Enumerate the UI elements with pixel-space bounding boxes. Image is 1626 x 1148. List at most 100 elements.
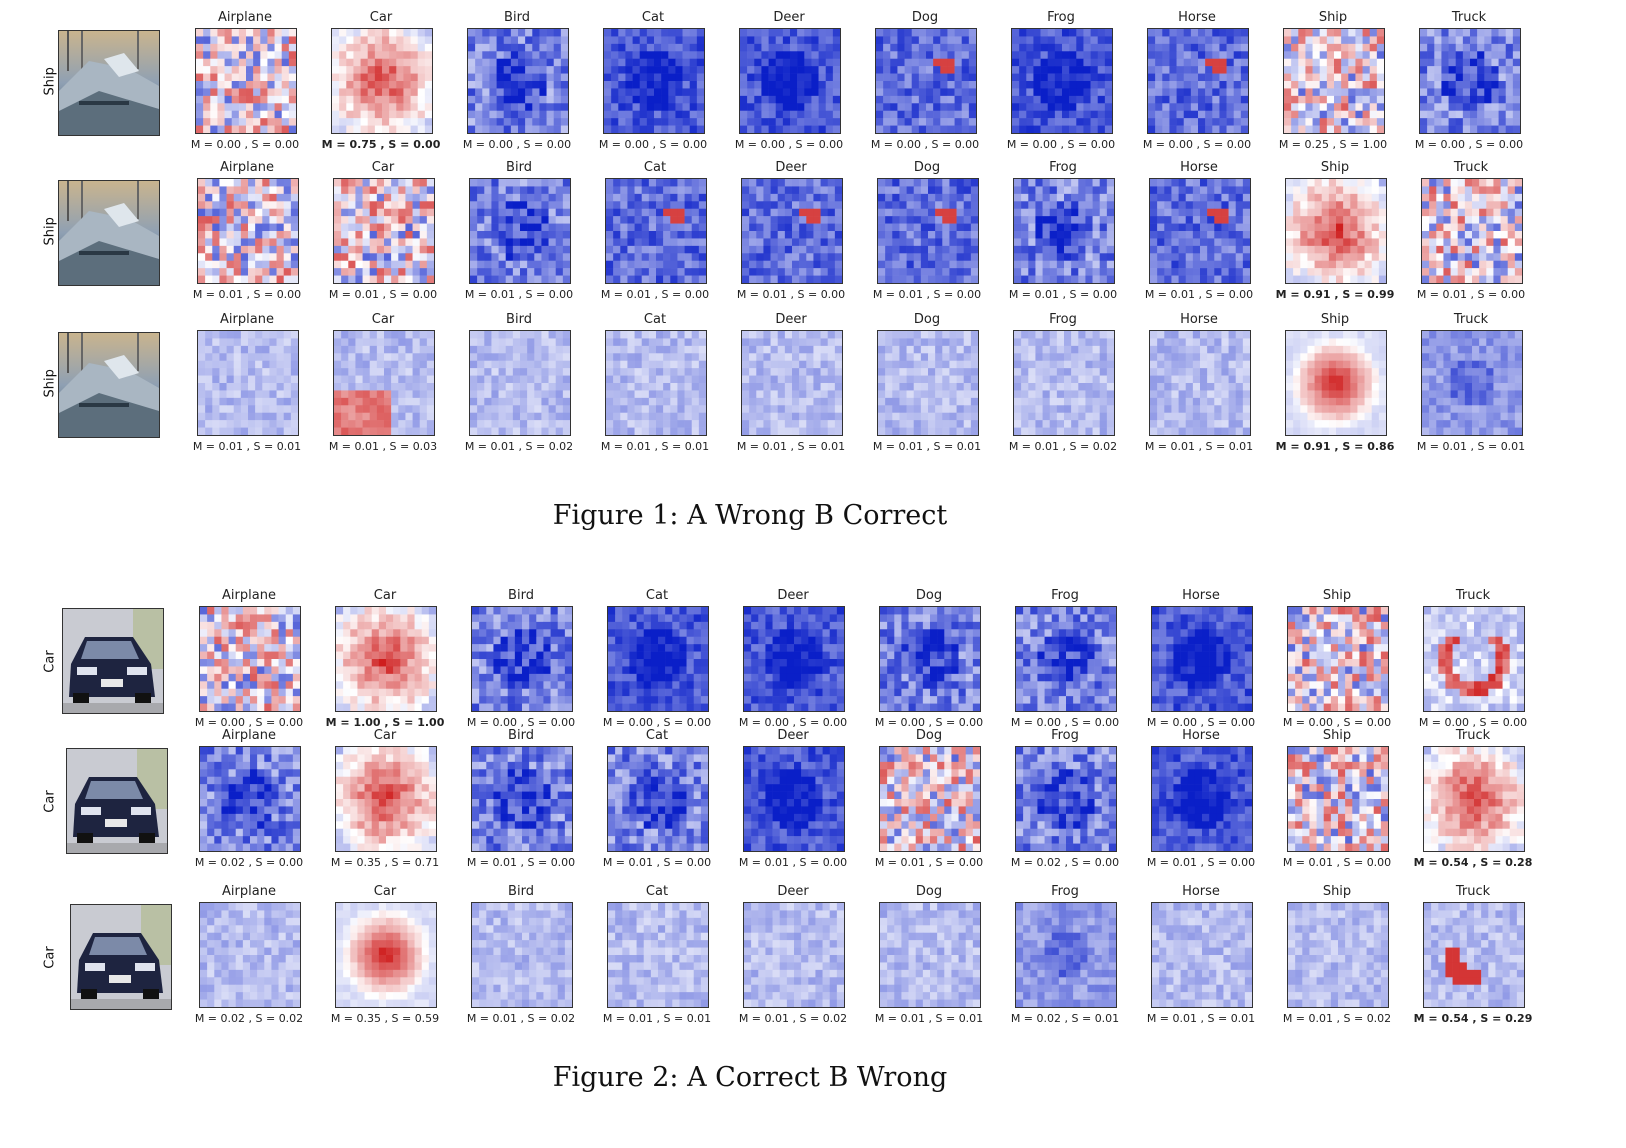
panel-title: Horse — [1182, 728, 1220, 743]
panel-title: Deer — [775, 160, 807, 175]
figure-row: Car Airplane M = 0.00 , S = 0.00 Car M = 1.… — [0, 588, 1626, 738]
heatmap — [1151, 606, 1253, 712]
panel-title: Dog — [915, 884, 943, 899]
panel-score: M = 0.54 , S = 0.28 — [1413, 856, 1533, 869]
panel-title: Airplane — [218, 10, 272, 25]
figure-row: Car Airplane M = 0.02 , S = 0.02 Car M = 0.… — [0, 884, 1626, 1034]
heatmap — [875, 28, 977, 134]
heatmap — [1149, 330, 1251, 436]
panel-title: Truck — [1455, 728, 1491, 743]
panel-score: M = 0.01 , S = 0.01 — [192, 440, 302, 453]
heatmap — [1285, 178, 1387, 284]
heatmap — [743, 606, 845, 712]
heatmap — [1287, 746, 1389, 852]
panel-score: M = 0.01 , S = 0.00 — [600, 288, 710, 301]
heatmap — [1147, 28, 1249, 134]
heatmap — [739, 28, 841, 134]
panel-title: Bird — [508, 588, 534, 603]
panel-score: M = 0.02 , S = 0.02 — [194, 1012, 304, 1025]
panel-score: M = 0.01 , S = 0.00 — [736, 288, 846, 301]
panel-score: M = 0.01 , S = 0.01 — [736, 440, 846, 453]
panel-title: Bird — [508, 728, 534, 743]
panel-title: Dog — [913, 312, 941, 327]
panel-title: Truck — [1453, 160, 1489, 175]
panel-title: Deer — [777, 884, 809, 899]
row-label: Ship — [42, 217, 58, 246]
panel-title: Frog — [1049, 312, 1077, 327]
panel-score: M = 0.01 , S = 0.00 — [328, 288, 438, 301]
panel-title: Dog — [915, 728, 943, 743]
heatmap — [1011, 28, 1113, 134]
panel-score: M = 0.54 , S = 0.29 — [1413, 1012, 1533, 1025]
panel-title: Dog — [913, 160, 941, 175]
panel-title: Cat — [643, 160, 667, 175]
row-label: Car — [42, 650, 58, 673]
panel-title: Frog — [1047, 10, 1075, 25]
panel-title: Car — [371, 312, 395, 327]
heatmap — [741, 178, 843, 284]
figure-caption: Figure 2: A Correct B Wrong — [552, 1062, 948, 1093]
panel-title: Horse — [1182, 884, 1220, 899]
panel-score: M = 0.01 , S = 0.01 — [874, 1012, 984, 1025]
figure-caption: Figure 1: A Wrong B Correct — [552, 500, 948, 531]
panel-score: M = 0.00 , S = 0.00 — [874, 716, 984, 729]
panel-score: M = 0.01 , S = 0.00 — [1144, 288, 1254, 301]
heatmap — [605, 178, 707, 284]
panel-title: Bird — [506, 312, 532, 327]
boat-photo — [58, 30, 160, 136]
heatmap — [1015, 902, 1117, 1008]
panel-score: M = 0.25 , S = 1.00 — [1278, 138, 1388, 151]
row-label: Car — [42, 946, 58, 969]
panel-title: Ship — [1320, 160, 1350, 175]
panel-score: M = 0.00 , S = 0.00 — [598, 138, 708, 151]
panel-title: Car — [373, 884, 397, 899]
panel-score: M = 0.02 , S = 0.00 — [1010, 856, 1120, 869]
panel-title: Airplane — [222, 884, 276, 899]
panel-title: Dog — [915, 588, 943, 603]
heatmap — [607, 902, 709, 1008]
panel-score: M = 0.01 , S = 0.02 — [738, 1012, 848, 1025]
panel-title: Horse — [1178, 10, 1216, 25]
heatmap — [197, 330, 299, 436]
panel-score: M = 0.00 , S = 0.00 — [190, 138, 300, 151]
panel-title: Horse — [1180, 312, 1218, 327]
panel-score: M = 0.00 , S = 0.00 — [602, 716, 712, 729]
panel-title: Airplane — [222, 588, 276, 603]
heatmap — [195, 28, 297, 134]
panel-title: Ship — [1318, 10, 1348, 25]
panel-score: M = 0.00 , S = 0.00 — [1146, 716, 1256, 729]
panel-score: M = 0.00 , S = 0.00 — [738, 716, 848, 729]
heatmap — [199, 902, 301, 1008]
heatmap — [333, 178, 435, 284]
panel-score: M = 0.00 , S = 0.00 — [466, 716, 576, 729]
panel-title: Bird — [504, 10, 530, 25]
panel-title: Ship — [1320, 312, 1350, 327]
heatmap — [1287, 606, 1389, 712]
panel-score: M = 0.02 , S = 0.01 — [1010, 1012, 1120, 1025]
heatmap — [335, 746, 437, 852]
panel-score: M = 0.01 , S = 0.00 — [872, 288, 982, 301]
panel-title: Frog — [1049, 160, 1077, 175]
heatmap — [1151, 902, 1253, 1008]
panel-score: M = 0.01 , S = 0.00 — [1282, 856, 1392, 869]
heatmap — [1283, 28, 1385, 134]
panel-score: M = 0.01 , S = 0.00 — [1146, 856, 1256, 869]
heatmap — [1287, 902, 1389, 1008]
panel-score: M = 0.01 , S = 0.01 — [602, 1012, 712, 1025]
heatmap — [603, 28, 705, 134]
panel-score: M = 0.01 , S = 0.01 — [872, 440, 982, 453]
panel-title: Airplane — [220, 160, 274, 175]
heatmap — [1013, 330, 1115, 436]
panel-title: Ship — [1322, 588, 1352, 603]
panel-title: Cat — [641, 10, 665, 25]
heatmap — [1423, 746, 1525, 852]
heatmap — [1421, 178, 1523, 284]
panel-score: M = 0.00 , S = 0.00 — [1282, 716, 1392, 729]
heatmap — [741, 330, 843, 436]
panel-score: M = 0.35 , S = 0.59 — [330, 1012, 440, 1025]
panel-title: Truck — [1453, 312, 1489, 327]
figure-row: Car Airplane M = 0.02 , S = 0.00 Car M = 0.… — [0, 728, 1626, 878]
panel-score: M = 0.01 , S = 0.00 — [1416, 288, 1526, 301]
heatmap — [1151, 746, 1253, 852]
panel-score: M = 0.01 , S = 0.00 — [466, 856, 576, 869]
